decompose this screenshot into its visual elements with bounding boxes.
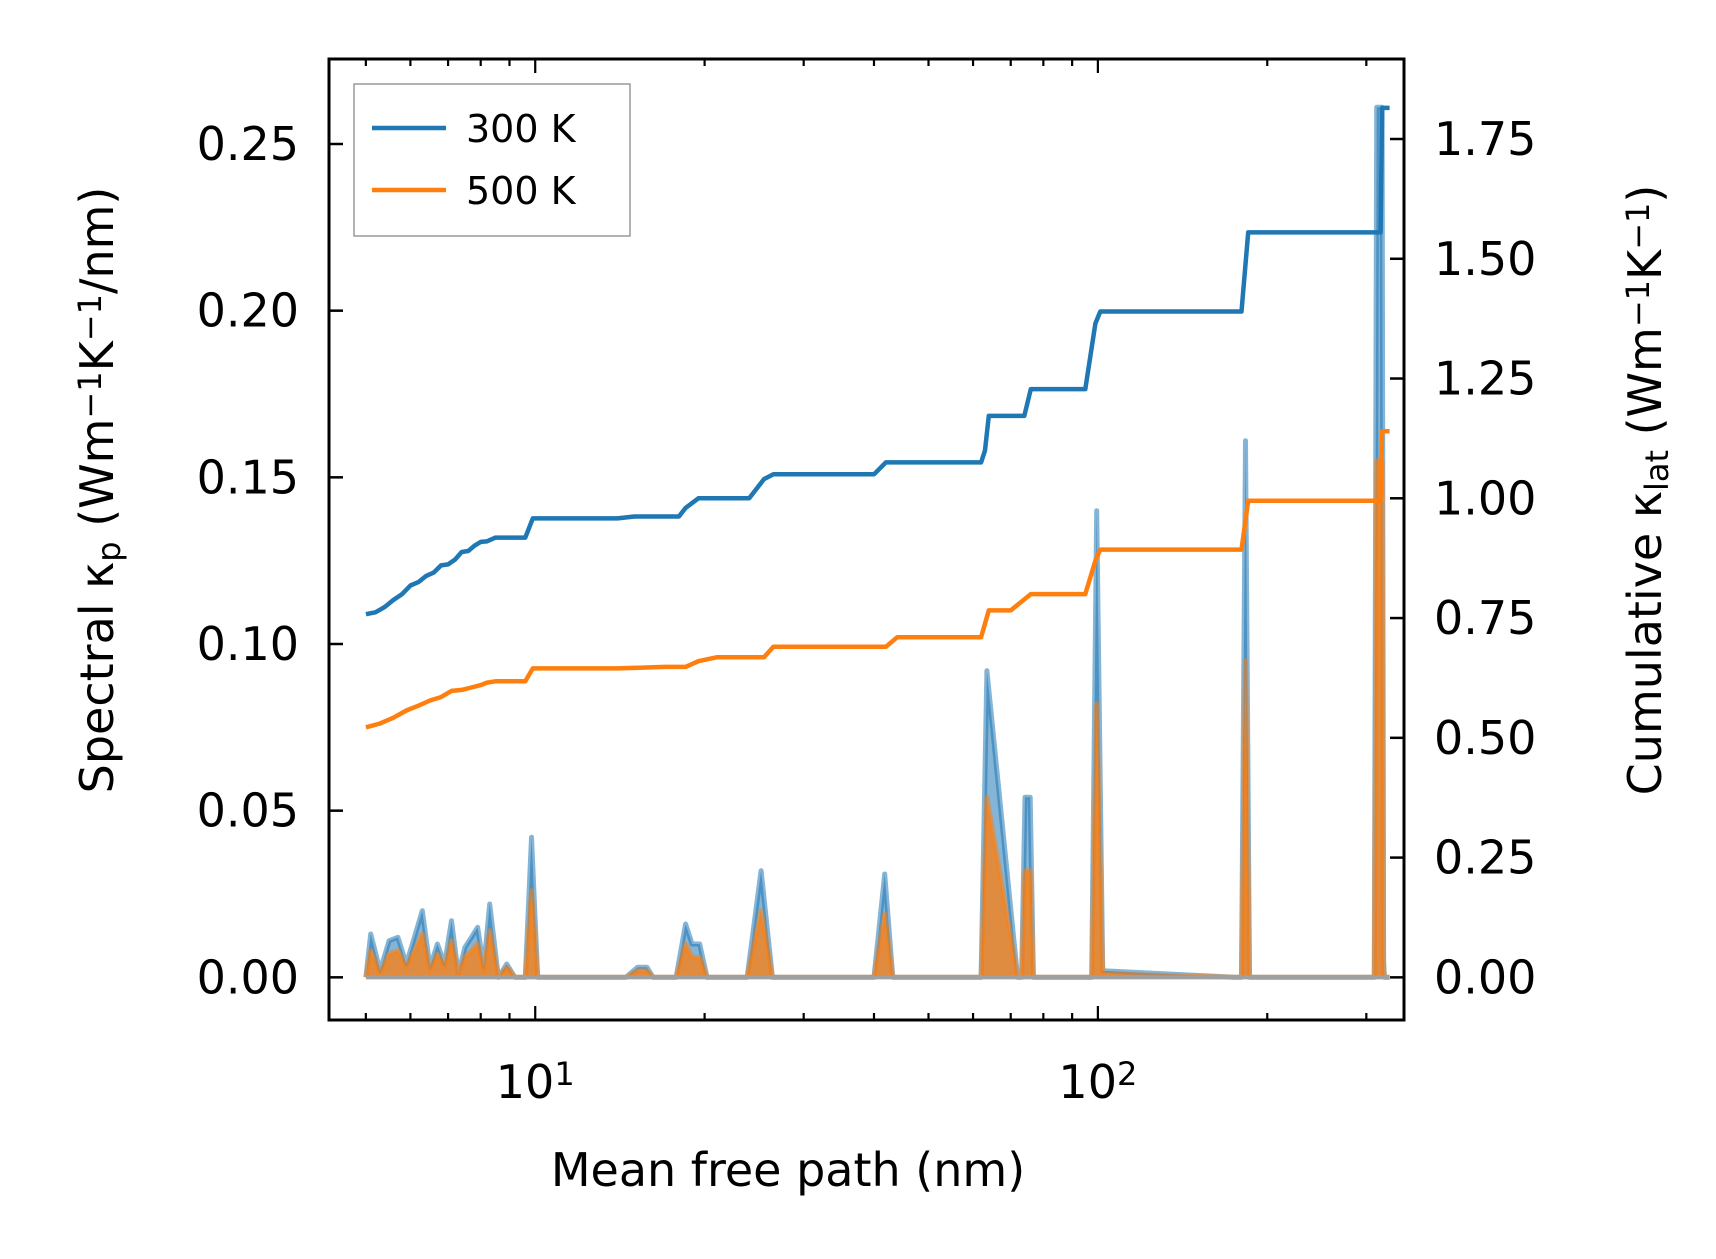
left-tick-label: 0.15: [197, 450, 299, 504]
x-tick-label: 102: [1058, 1055, 1137, 1109]
legend-label-500k: 500 K: [466, 169, 577, 213]
spectral-line-500k: [363, 458, 1390, 980]
right-axis-title-exp2: −1: [1619, 203, 1657, 250]
right-axis-title-sub: lat: [1638, 450, 1676, 491]
right-tick-label: 0.75: [1434, 591, 1536, 645]
right-tick-label: 0.25: [1434, 831, 1536, 885]
left-axis-title-units: (Wm: [70, 419, 124, 542]
left-tick-label: 0.10: [197, 617, 299, 671]
left-axis-title-exp2: −1: [71, 294, 109, 341]
plot-area: [363, 104, 1390, 980]
legend: 300 K 500 K: [353, 83, 631, 237]
axes-frame: [327, 57, 1406, 1022]
left-tick-label: 0.00: [197, 950, 299, 1004]
cumulative-line-500k: [365, 428, 1390, 730]
right-tick-label: 1.25: [1434, 352, 1536, 406]
left-axis-title: Spectral κp (Wm−1K−1/nm): [70, 187, 128, 794]
right-tick-label: 0.50: [1434, 711, 1536, 765]
tick-marks: [329, 59, 1404, 1020]
right-axis-title-main: Cumulative κ: [1618, 491, 1672, 795]
x-tick-label-exponent: 1: [554, 1055, 574, 1093]
right-axis-title-units: (Wm: [1618, 327, 1672, 450]
left-tick-label: 0.20: [197, 284, 299, 338]
left-axis-title-sub: p: [90, 541, 128, 561]
x-tick-label-base: 10: [1058, 1055, 1117, 1109]
x-axis-title: Mean free path (nm): [551, 1143, 1025, 1197]
tick-labels: 0.00 0.05 0.10 0.15 0.20 0.25 0.00 0.25 0.50 0.75…: [197, 112, 1537, 1109]
x-tick-label-base: 10: [496, 1055, 555, 1109]
cumulative-line-300k: [365, 105, 1390, 617]
right-tick-label: 1.50: [1434, 232, 1536, 286]
legend-box: [353, 83, 631, 237]
x-tick-label: 101: [496, 1055, 575, 1109]
left-tick-label: 0.05: [197, 784, 299, 838]
right-tick-label: 0.00: [1434, 950, 1536, 1004]
right-axis-title-tail: ): [1618, 185, 1672, 203]
right-tick-label: 1.75: [1434, 112, 1536, 166]
right-axis-title: Cumulative κlat (Wm−1K−1): [1618, 185, 1676, 796]
right-axis-title-k: K: [1618, 248, 1672, 280]
left-tick-label: 0.25: [197, 117, 299, 171]
right-tick-label: 1.00: [1434, 471, 1536, 525]
left-axis-title-exp1: −1: [71, 371, 109, 418]
left-axis-title-main: Spectral κ: [70, 562, 124, 794]
x-tick-label-exponent: 2: [1117, 1055, 1137, 1093]
legend-label-300k: 300 K: [466, 107, 577, 151]
right-axis-title-exp1: −1: [1619, 280, 1657, 327]
left-axis-title-tail: /nm): [70, 187, 124, 294]
left-axis-title-k: K: [70, 339, 124, 371]
